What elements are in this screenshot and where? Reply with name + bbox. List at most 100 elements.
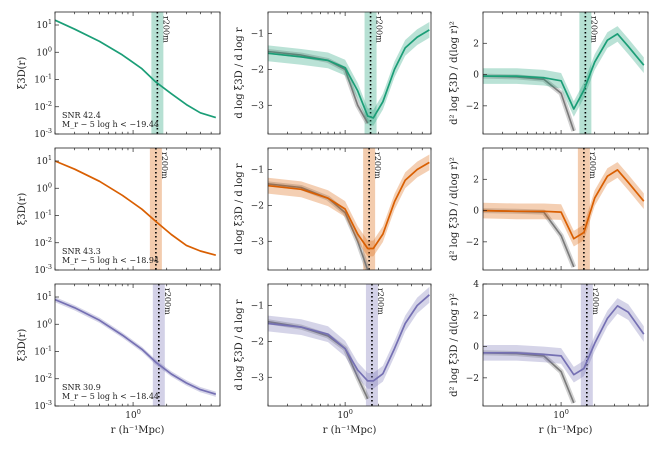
y-axis-label: ξ3D(r) [17,193,28,226]
plot-area [483,12,645,134]
x-tick-label: 100 [553,408,569,421]
axes-frame [482,11,649,135]
gray-curve [268,183,369,270]
plot-area [268,148,430,270]
y-tick-label: −2 [251,337,264,347]
axes-frame [54,11,221,135]
snr-label: SNR 42.4 [62,111,101,120]
y-tick-label: 10-2 [34,100,52,113]
y-tick-label: 0 [473,71,479,81]
series-line [55,298,217,396]
panel-xi-row3: 100 101 100 10-1 10-2 10-3 ξ3D(r) r200m SNR 30.9… [17,283,221,421]
y-tick-label: −2 [251,201,264,211]
plot-area [55,284,217,406]
plot-area [55,12,217,134]
y-tick-label: 101 [36,18,52,31]
axes-frame [482,283,649,407]
y-tick-label: 101 [36,290,52,303]
r200-label: r200m [161,16,170,43]
x-tick-label: 100 [337,408,353,421]
r200-label: r200m [163,288,172,315]
y-tick-label: 10-2 [34,372,52,385]
y-tick-label: 2 [473,175,479,185]
x-axis-label: r (h⁻¹Mpc) [323,425,377,436]
magnitude-cut-label: M_r − 5 log h < −18.44 [62,392,159,401]
r200-label: r200m [376,288,385,315]
uncertainty-band [483,26,644,117]
y-tick-label: −2 [466,238,479,248]
y-tick-label: 4 [473,280,479,290]
y-tick-label: 10-3 [34,127,52,140]
y-tick-label: 2 [473,311,479,321]
plot-area [268,12,430,134]
y-tick-label: −1 [251,166,264,176]
plot-area [55,148,217,270]
series-line [483,169,645,240]
axes-frame [267,283,432,407]
y-tick-label: 10-1 [34,209,52,222]
plot-area [483,284,645,406]
panel-curvature-row1: 2 0 −2 d² log ξ3D / d(log r)² r200m [449,11,649,135]
series-line [483,305,645,376]
panel-slope-row1: −1 −2 −3 d log ξ3D / d log r r200m [234,11,432,135]
y-tick-label: 10-3 [34,399,52,412]
r200-label: r200m [373,152,382,179]
y-tick-label: −3 [251,373,265,383]
snr-label: SNR 43.3 [62,247,101,256]
y-tick-label: −3 [251,237,265,247]
y-tick-label: 100 [36,317,52,330]
y-tick-label: 10-2 [34,236,52,249]
panel-slope-row2: −1 −2 −3 d log ξ3D / d log r r200m [234,147,432,271]
y-tick-label: 10-3 [34,263,52,276]
y-tick-label: −2 [251,65,264,75]
x-axis-label: r (h⁻¹Mpc) [539,425,593,436]
y-axis-label: d log ξ3D / d log r [234,299,245,390]
y-tick-label: 100 [36,181,52,194]
y-axis-label: ξ3D(r) [17,57,28,90]
panel-slope-row3: 100 −1 −2 −3 d log ξ3D / d log r r200m [234,283,432,421]
series-line [268,29,430,119]
y-axis-label: d log ξ3D / d log r [234,27,245,118]
panel-curvature-row3: 100 4 2 0 −2 d² log ξ3D / d(log r)² r200m [449,280,649,421]
snr-label: SNR 30.9 [62,383,101,392]
y-tick-label: 10-1 [34,345,52,358]
panel-xi-row1: 101 100 10-1 10-2 10-3 ξ3D(r) r200m SNR 42.4M_r… [17,11,221,140]
y-tick-label: 0 [473,343,479,353]
plot-area [268,284,430,406]
axes-frame [54,147,221,271]
series-line [55,19,217,119]
y-axis-label: ξ3D(r) [17,329,28,362]
y-tick-label: −2 [466,374,479,384]
y-axis-label: d² log ξ3D / d(log r)² [449,21,460,125]
y-tick-label: −2 [466,102,479,112]
axes-frame [267,147,432,271]
uncertainty-band [483,298,644,383]
uncertainty-band [55,297,216,397]
series-line [268,161,430,250]
magnitude-cut-label: M_r − 5 log h < −18.94 [62,256,159,265]
uncertainty-band [268,286,430,389]
axes-frame [54,283,221,407]
y-tick-label: 100 [36,45,52,58]
r200-label: r200m [588,152,597,179]
magnitude-cut-label: M_r − 5 log h < −19.44 [62,120,159,129]
y-tick-label: 101 [36,154,52,167]
series-line [483,33,645,110]
plot-area [483,148,645,270]
y-axis-label: d log ξ3D / d log r [234,163,245,254]
r200-label: r200m [591,288,600,315]
y-tick-label: 0 [473,207,479,217]
panel-curvature-row2: 2 0 −2 d² log ξ3D / d(log r)² r200m [449,147,649,271]
y-axis-label: d² log ξ3D / d(log r)² [449,293,460,397]
series-line [268,294,430,382]
r200-label: r200m [375,16,384,43]
uncertainty-band [483,162,644,247]
y-tick-label: 2 [473,39,479,49]
r200-label: r200m [160,152,169,179]
x-axis-label: r (h⁻¹Mpc) [111,425,165,436]
y-tick-label: −1 [251,30,264,40]
panel-xi-row2: 101 100 10-1 10-2 10-3 ξ3D(r) r200m SNR 43.3M_r… [17,147,221,276]
y-axis-label: d² log ξ3D / d(log r)² [449,157,460,261]
r200-label: r200m [589,16,598,43]
